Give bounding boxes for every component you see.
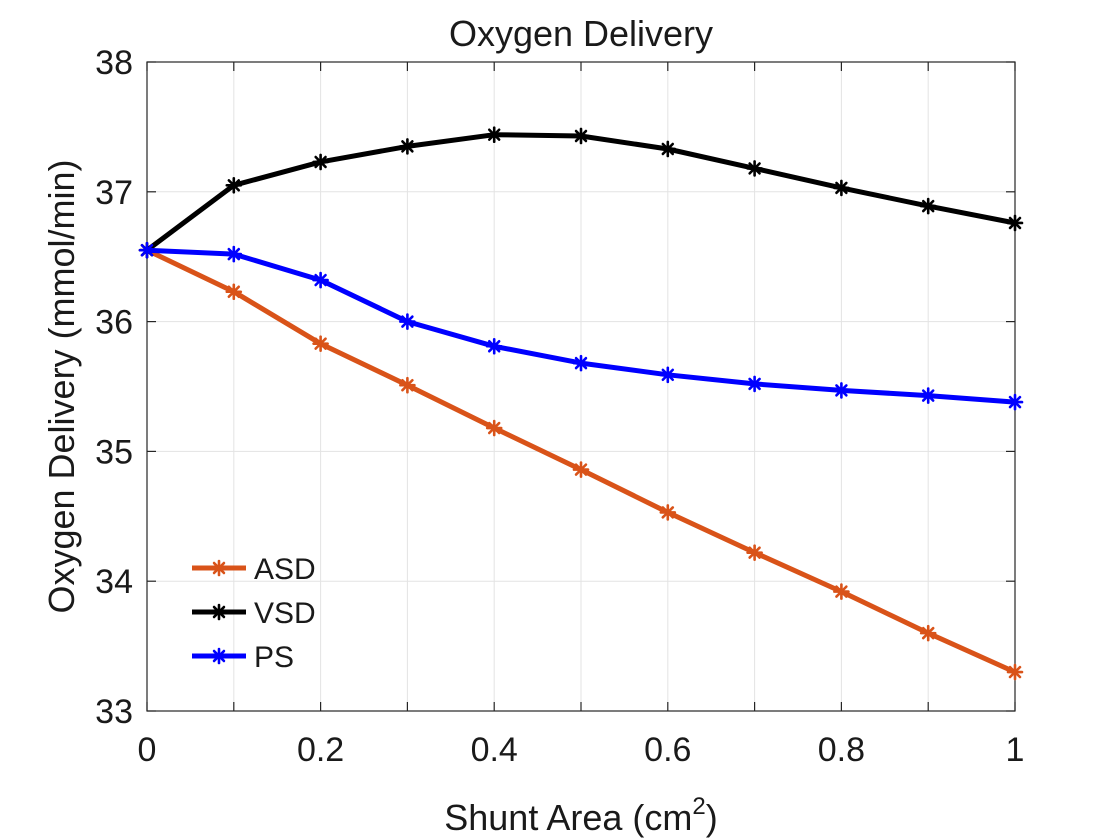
asterisk-marker <box>833 179 850 197</box>
x-tick-label: 0.4 <box>471 731 518 769</box>
asterisk-marker <box>210 559 228 577</box>
y-tick-label: 37 <box>95 174 133 212</box>
x-tick-label: 0.6 <box>644 731 691 769</box>
x-axis-title: Shunt Area (cm2) <box>444 793 717 838</box>
series-ps <box>138 241 1024 411</box>
asterisk-marker <box>746 544 763 561</box>
asterisk-marker <box>659 504 677 521</box>
legend-label: ASD <box>254 553 316 586</box>
x-tick-label: 0.2 <box>297 731 344 769</box>
data-series <box>138 126 1024 681</box>
legend-item-asd: ASD <box>192 553 316 586</box>
x-axis-title-end: ) <box>706 797 718 838</box>
y-tick-label: 33 <box>95 693 133 731</box>
y-tick-label: 34 <box>95 563 133 601</box>
asterisk-marker <box>312 271 329 289</box>
asterisk-marker <box>833 382 850 399</box>
asterisk-marker <box>1006 214 1024 232</box>
asterisk-marker <box>399 313 416 330</box>
y-tick-label: 36 <box>95 304 133 342</box>
asterisk-marker <box>919 387 937 404</box>
chart-title: Oxygen Delivery <box>449 13 713 54</box>
series-vsd <box>138 126 1024 259</box>
legend-label: PS <box>254 641 294 674</box>
y-tick-label: 38 <box>95 44 133 82</box>
asterisk-marker <box>225 283 243 301</box>
asterisk-marker <box>210 603 228 621</box>
tick-labels: 0 0.2 0.4 0.6 0.8 1 33 34 35 36 37 38 <box>95 44 1024 769</box>
asterisk-marker <box>225 177 243 194</box>
x-tick-label: 0 <box>138 731 157 769</box>
x-tick-label: 0.8 <box>818 731 865 769</box>
legend-item-vsd: VSD <box>192 597 316 630</box>
asterisk-marker <box>659 366 677 384</box>
asterisk-marker <box>572 127 590 145</box>
asterisk-marker <box>485 419 503 437</box>
asterisk-marker <box>833 583 850 600</box>
asterisk-marker <box>572 461 590 478</box>
asterisk-marker <box>485 126 503 143</box>
asterisk-marker <box>210 647 228 665</box>
x-axis-title-main: Shunt Area (cm <box>444 797 692 838</box>
asterisk-marker <box>225 245 243 263</box>
asterisk-marker <box>659 140 677 158</box>
asterisk-marker <box>746 160 763 177</box>
series-asd <box>138 241 1024 681</box>
legend: ASD VSD PS <box>192 553 316 674</box>
asterisk-marker <box>485 337 503 355</box>
y-tick-label: 35 <box>95 433 133 471</box>
axis-ticks <box>146 61 1016 712</box>
x-axis-title-superscript: 2 <box>692 793 705 820</box>
legend-item-ps: PS <box>192 641 294 674</box>
asterisk-marker <box>572 354 590 372</box>
asterisk-marker <box>919 624 937 642</box>
asterisk-marker <box>746 375 763 393</box>
asterisk-marker <box>312 153 329 171</box>
asterisk-marker <box>138 241 156 259</box>
asterisk-marker <box>1006 393 1024 411</box>
y-axis-title: Oxygen Delivery (mmol/min) <box>41 159 82 613</box>
legend-label: VSD <box>254 597 316 630</box>
asterisk-marker <box>919 197 937 215</box>
asterisk-marker <box>1006 663 1024 681</box>
x-tick-label: 1 <box>1006 731 1025 769</box>
asterisk-marker <box>399 138 416 155</box>
asterisk-marker <box>312 335 329 352</box>
asterisk-marker <box>399 376 416 394</box>
